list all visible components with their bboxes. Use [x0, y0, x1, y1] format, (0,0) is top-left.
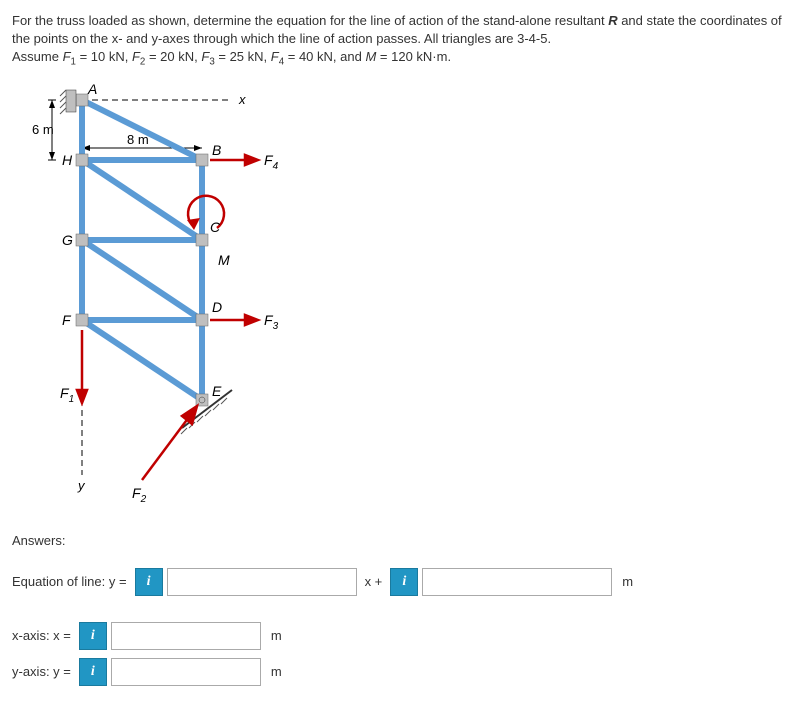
m-fig-label: M — [218, 252, 230, 268]
info-icon[interactable]: i — [135, 568, 163, 596]
x-axis-label: x — [238, 92, 246, 107]
f1-label: F — [63, 49, 71, 64]
xaxis-input[interactable] — [111, 622, 261, 650]
f4-eq: = 40 kN, and — [284, 49, 365, 64]
label-H: H — [62, 152, 73, 168]
label-E: E — [212, 383, 222, 399]
equation-label: Equation of line: y = — [12, 574, 127, 589]
unit-m: m — [271, 628, 282, 643]
f2-label: F — [132, 49, 140, 64]
f1-eq: = 10 kN, — [76, 49, 132, 64]
text-line1b: and state the coordinates of — [618, 13, 782, 28]
unit-m: m — [271, 664, 282, 679]
f4-label: F — [271, 49, 279, 64]
unit-m: m — [622, 574, 633, 589]
equation-slope-input[interactable] — [167, 568, 357, 596]
label-C: C — [210, 219, 221, 235]
yaxis-label: y-axis: y = — [12, 664, 71, 679]
text-line3a: Assume — [12, 49, 63, 64]
text-line1a: For the truss loaded as shown, determine… — [12, 13, 608, 28]
m-eq: = 120 kN·m. — [376, 49, 451, 64]
info-icon[interactable]: i — [79, 658, 107, 686]
m-label: M — [365, 49, 376, 64]
support-A — [60, 90, 76, 114]
label-G: G — [62, 232, 73, 248]
f4-fig-label: F4 — [264, 152, 279, 172]
answers-section: Answers: Equation of line: y = i x + i m… — [12, 533, 794, 686]
info-icon[interactable]: i — [79, 622, 107, 650]
yaxis-input[interactable] — [111, 658, 261, 686]
y-axis-label: y — [77, 478, 86, 493]
truss-svg: x y 6 m 8 m — [32, 80, 302, 510]
text-line2: the points on the x- and y-axes through … — [12, 31, 551, 46]
xplus-label: x + — [365, 574, 383, 589]
equation-intercept-input[interactable] — [422, 568, 612, 596]
label-D: D — [212, 299, 222, 315]
f2-fig-label: F2 — [132, 485, 147, 505]
force-F1 — [77, 330, 87, 403]
label-F: F — [62, 312, 72, 328]
truss-figure: x y 6 m 8 m — [32, 80, 794, 513]
label-A: A — [87, 81, 97, 97]
equation-row: Equation of line: y = i x + i m — [12, 568, 794, 596]
force-F3 — [210, 315, 258, 325]
f2-eq: = 20 kN, — [145, 49, 201, 64]
resultant-R: R — [608, 13, 617, 28]
xaxis-label: x-axis: x = — [12, 628, 71, 643]
problem-statement: For the truss loaded as shown, determine… — [12, 12, 794, 70]
f1-fig-label: F1 — [60, 385, 74, 405]
info-icon[interactable]: i — [390, 568, 418, 596]
xaxis-row: x-axis: x = i m — [12, 622, 794, 650]
dim-6m-text: 6 m — [32, 122, 54, 137]
f3-fig-label: F3 — [264, 312, 279, 332]
force-F2 — [142, 406, 197, 480]
f3-eq: = 25 kN, — [215, 49, 271, 64]
answers-title: Answers: — [12, 533, 794, 548]
yaxis-row: y-axis: y = i m — [12, 658, 794, 686]
label-B: B — [212, 142, 221, 158]
